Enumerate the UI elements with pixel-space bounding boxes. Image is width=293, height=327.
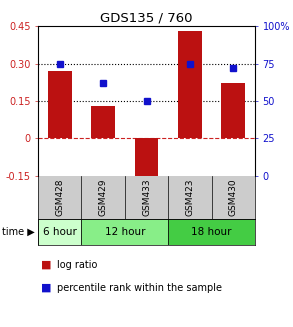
Bar (91, 106, 115, 138)
Text: GSM433: GSM433 (142, 178, 151, 216)
Text: time ▶: time ▶ (2, 227, 35, 237)
Text: log ratio: log ratio (57, 260, 98, 270)
Bar (221, 83, 245, 138)
Bar (134, 138, 159, 183)
Text: ■: ■ (41, 283, 52, 293)
Text: GSM423: GSM423 (185, 178, 194, 216)
Title: GDS135 / 760: GDS135 / 760 (100, 12, 193, 25)
Bar (168, 219, 255, 245)
Text: GSM428: GSM428 (55, 178, 64, 216)
Text: GSM430: GSM430 (229, 178, 238, 216)
Text: 18 hour: 18 hour (191, 227, 232, 237)
Text: 6 hour: 6 hour (43, 227, 77, 237)
Bar (48, 71, 72, 138)
Text: GSM429: GSM429 (99, 178, 108, 216)
Bar (178, 31, 202, 138)
Text: ■: ■ (41, 260, 52, 270)
Bar (81, 219, 168, 245)
Bar (38, 219, 81, 245)
Text: percentile rank within the sample: percentile rank within the sample (57, 283, 222, 293)
Text: 12 hour: 12 hour (105, 227, 145, 237)
